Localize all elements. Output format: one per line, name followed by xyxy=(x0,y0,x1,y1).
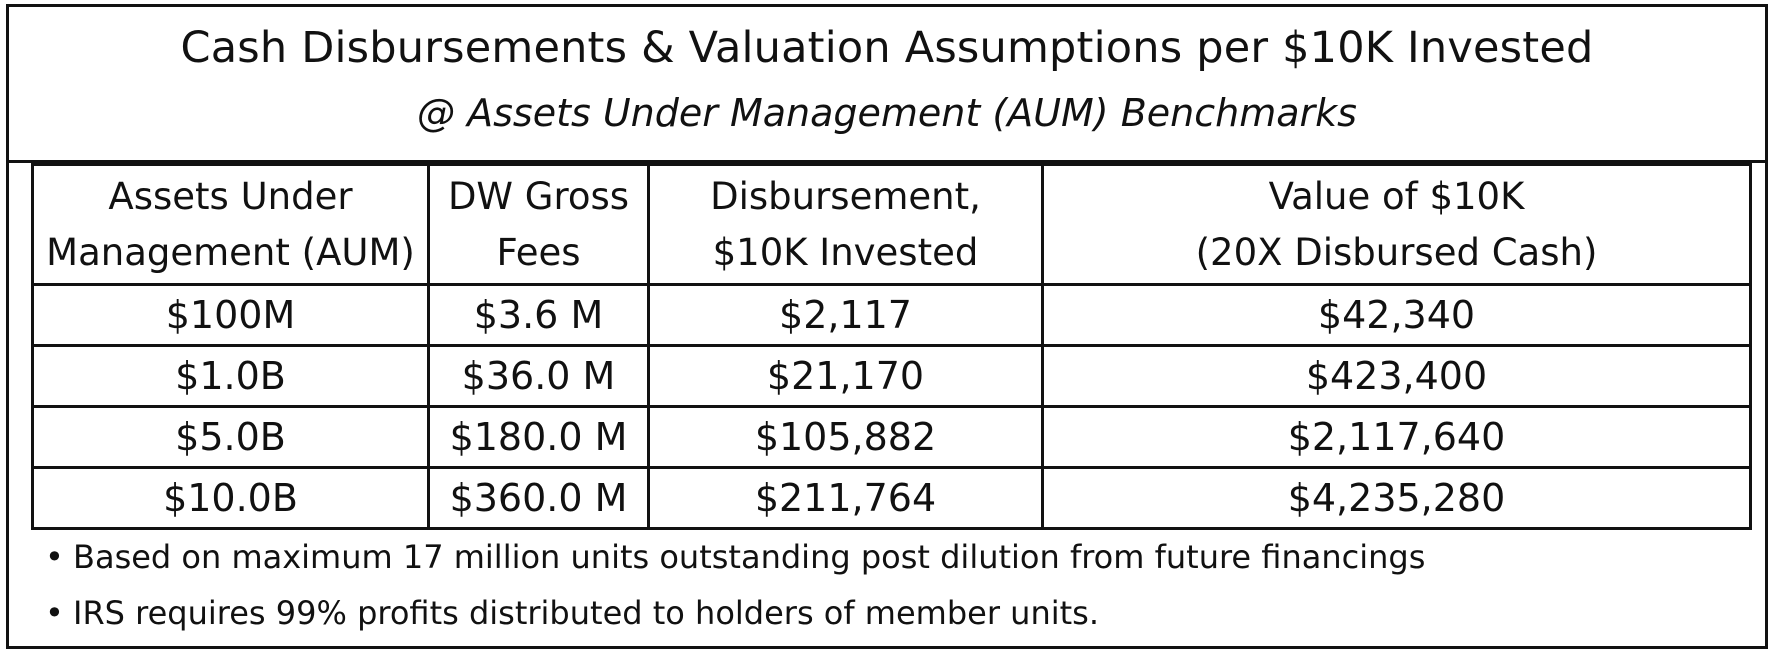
table-cell-value: $423,400 xyxy=(1041,344,1752,408)
table-cell-gross-fees: $360.0 M xyxy=(427,466,650,530)
page-subtitle: @ Assets Under Management (AUM) Benchmar… xyxy=(417,91,1357,135)
table-cell-aum: $100M xyxy=(31,283,430,347)
table-cell-gross-fees: $3.6 M xyxy=(427,283,650,347)
column-header-value: Value of $10K (20X Disbursed Cash) xyxy=(1041,163,1752,286)
table-cell-disbursement: $2,117 xyxy=(647,283,1044,347)
table-row: $100M $3.6 M $2,117 $42,340 xyxy=(31,283,1752,347)
footnote-text: IRS requires 99% profits distributed to … xyxy=(73,594,1099,632)
table-cell-disbursement: $105,882 xyxy=(647,405,1044,469)
footnote-text: Based on maximum 17 million units outsta… xyxy=(73,538,1426,576)
table-cell-gross-fees: $180.0 M xyxy=(427,405,650,469)
footnote-item: • Based on maximum 17 million units outst… xyxy=(45,529,1425,585)
table-header-row: Assets Under Management (AUM) DW Gross F… xyxy=(31,163,1752,286)
table-row: $1.0B $36.0 M $21,170 $423,400 xyxy=(31,344,1752,408)
slide-frame: Cash Disbursements & Valuation Assumptio… xyxy=(6,4,1768,649)
table-cell-disbursement: $211,764 xyxy=(647,466,1044,530)
table-cell-value: $4,235,280 xyxy=(1041,466,1752,530)
column-header-aum: Assets Under Management (AUM) xyxy=(31,163,430,286)
bullet-icon: • xyxy=(45,594,64,632)
footnote-item: • IRS requires 99% profits distributed to… xyxy=(45,585,1425,641)
table-row: $5.0B $180.0 M $105,882 $2,117,640 xyxy=(31,405,1752,469)
column-header-disbursement: Disbursement, $10K Invested xyxy=(647,163,1044,286)
valuation-table: Assets Under Management (AUM) DW Gross F… xyxy=(31,163,1752,530)
table-row: $10.0B $360.0 M $211,764 $4,235,280 xyxy=(31,466,1752,530)
table-cell-value: $42,340 xyxy=(1041,283,1752,347)
column-header-gross-fees: DW Gross Fees xyxy=(427,163,650,286)
table-cell-gross-fees: $36.0 M xyxy=(427,344,650,408)
table-cell-aum: $5.0B xyxy=(31,405,430,469)
header: Cash Disbursements & Valuation Assumptio… xyxy=(9,7,1765,163)
footnotes-list: • Based on maximum 17 million units outst… xyxy=(45,529,1425,641)
table-cell-aum: $10.0B xyxy=(31,466,430,530)
bullet-icon: • xyxy=(45,538,64,576)
table-cell-aum: $1.0B xyxy=(31,344,430,408)
table-cell-value: $2,117,640 xyxy=(1041,405,1752,469)
page-title: Cash Disbursements & Valuation Assumptio… xyxy=(180,23,1594,73)
table-cell-disbursement: $21,170 xyxy=(647,344,1044,408)
